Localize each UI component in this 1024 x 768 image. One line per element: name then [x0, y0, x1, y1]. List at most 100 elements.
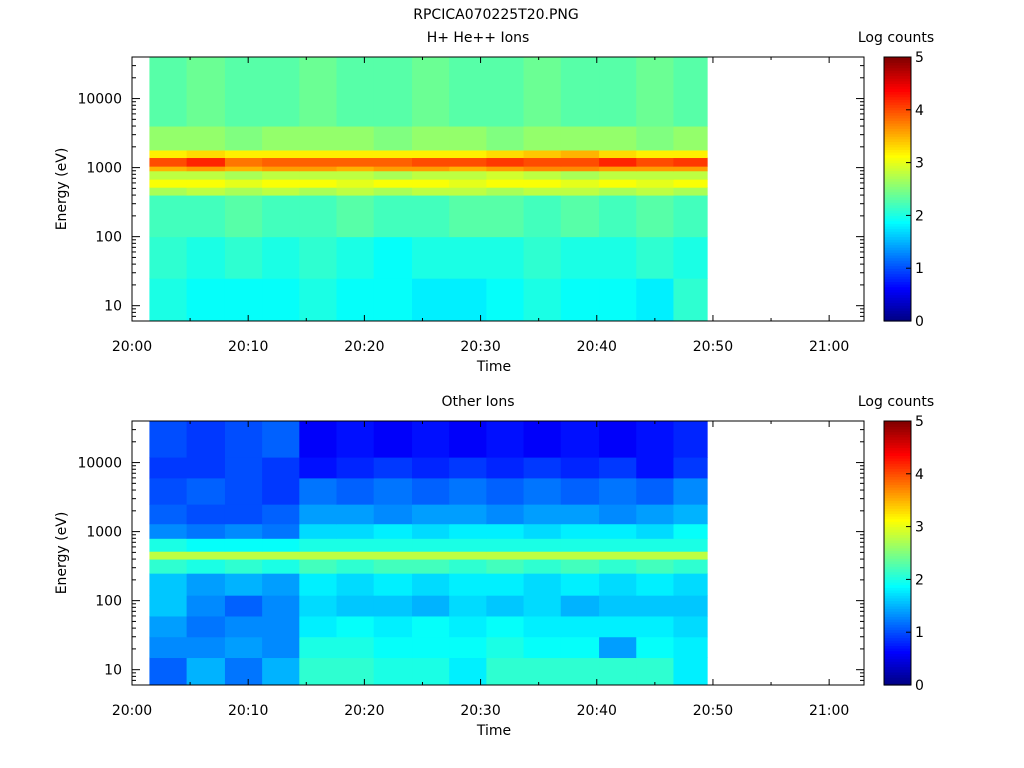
heatmap-cell	[412, 195, 450, 238]
colorbar-segment	[884, 645, 911, 649]
colorbar-segment	[884, 159, 911, 164]
heatmap-cell	[412, 551, 450, 560]
y-axis-label: Energy (eV)	[54, 512, 70, 595]
heatmap-cell	[486, 187, 525, 196]
colorbar-segment	[884, 655, 911, 660]
heatmap-cell	[412, 179, 450, 188]
y-tick-label: 10	[104, 663, 122, 679]
heatmap-cell	[523, 538, 562, 552]
heatmap-cell	[673, 457, 708, 479]
colorbar-segment	[884, 152, 911, 156]
colorbar-segment	[884, 249, 911, 253]
heatmap-cell	[673, 504, 708, 525]
heatmap-cell	[186, 538, 226, 552]
heatmap-cell	[299, 166, 337, 172]
heatmap-cell	[636, 615, 674, 638]
colorbar-segment	[884, 299, 911, 304]
colorbar-frame	[883, 56, 912, 322]
heatmap-cell	[149, 421, 188, 458]
colorbar-segment	[884, 642, 911, 646]
heatmap-cell	[523, 126, 562, 151]
heatmap-cell	[673, 657, 708, 686]
heatmap-cell	[149, 278, 188, 322]
heatmap-cell	[262, 170, 300, 180]
heatmap-cell	[560, 278, 600, 322]
colorbar-segment	[884, 457, 911, 462]
heatmap-cell	[636, 187, 674, 196]
heatmap-cell	[599, 636, 637, 659]
colorbar-segment	[884, 584, 911, 588]
heatmap-cell	[449, 195, 487, 238]
heatmap-cell	[262, 187, 300, 196]
heatmap-cell	[186, 477, 226, 505]
colorbar-segment	[884, 204, 911, 209]
heatmap-cell	[224, 195, 263, 238]
heatmap-cell	[299, 179, 337, 188]
heatmap-cell	[224, 559, 263, 574]
heatmap-cell	[336, 166, 375, 172]
heatmap-cell	[523, 195, 562, 238]
heatmap-cell	[336, 278, 375, 322]
heatmap-cell	[412, 457, 450, 479]
heatmap-cell	[299, 149, 337, 159]
heatmap-cell	[599, 157, 637, 167]
colorbar-segment	[884, 494, 911, 499]
heatmap-cell	[149, 504, 188, 525]
heatmap-cell	[673, 195, 708, 238]
x-tick-label: 20:40	[577, 339, 617, 355]
colorbar-segment	[884, 595, 911, 599]
heatmap-cell	[449, 126, 487, 151]
heatmap-cell	[599, 559, 637, 574]
colorbar-segment	[884, 72, 911, 77]
colorbar-segment	[884, 605, 911, 610]
heatmap-cell	[186, 236, 226, 279]
heatmap-cell	[599, 166, 637, 172]
colorbar-segment	[884, 273, 911, 277]
heatmap-cell	[336, 457, 375, 479]
colorbar-segment	[884, 144, 911, 148]
colorbar-segment	[884, 674, 911, 678]
colorbar-segment	[884, 497, 911, 501]
heatmap-cell	[412, 421, 450, 458]
colorbar-segment	[884, 170, 911, 174]
heatmap-cell	[560, 615, 600, 638]
heatmap-cell	[373, 538, 413, 552]
heatmap-cell	[224, 278, 263, 322]
colorbar-segment	[884, 682, 911, 686]
colorbar-segment	[884, 621, 911, 625]
colorbar-segment	[884, 447, 911, 451]
heatmap-cell	[486, 551, 525, 560]
heatmap-cell	[599, 236, 637, 279]
heatmap-cell	[299, 421, 337, 458]
heatmap-cell	[299, 57, 337, 127]
heatmap-cell	[373, 523, 413, 539]
heatmap-cell	[560, 504, 600, 525]
heatmap-cell	[336, 236, 375, 279]
heatmap-cell	[486, 421, 525, 458]
colorbar-segment	[884, 460, 911, 464]
heatmap-cell	[486, 57, 525, 127]
heatmap-cell	[373, 636, 413, 659]
heatmap-cell	[636, 236, 674, 279]
colorbar-segment	[884, 78, 911, 82]
colorbar-segment	[884, 568, 911, 573]
colorbar-segment	[884, 165, 911, 169]
heatmap-cell	[299, 126, 337, 151]
heatmap-cell	[523, 187, 562, 196]
heatmap-cell	[599, 149, 637, 159]
heatmap-cell	[224, 170, 263, 180]
colorbar-segment	[884, 239, 911, 243]
heatmap-cell	[673, 595, 708, 617]
heatmap-cell	[412, 595, 450, 617]
colorbar-segment	[884, 455, 911, 459]
heatmap-cell	[449, 573, 487, 596]
colorbar-segment	[884, 473, 911, 478]
colorbar-segment	[884, 502, 911, 507]
heatmap-cell	[373, 157, 413, 167]
heatmap-cell	[486, 278, 525, 322]
heatmap-cell	[262, 157, 300, 167]
heatmap-cell	[486, 166, 525, 172]
colorbar-segment	[884, 484, 911, 488]
colorbar-segment	[884, 529, 911, 533]
colorbar-segment	[884, 212, 911, 216]
